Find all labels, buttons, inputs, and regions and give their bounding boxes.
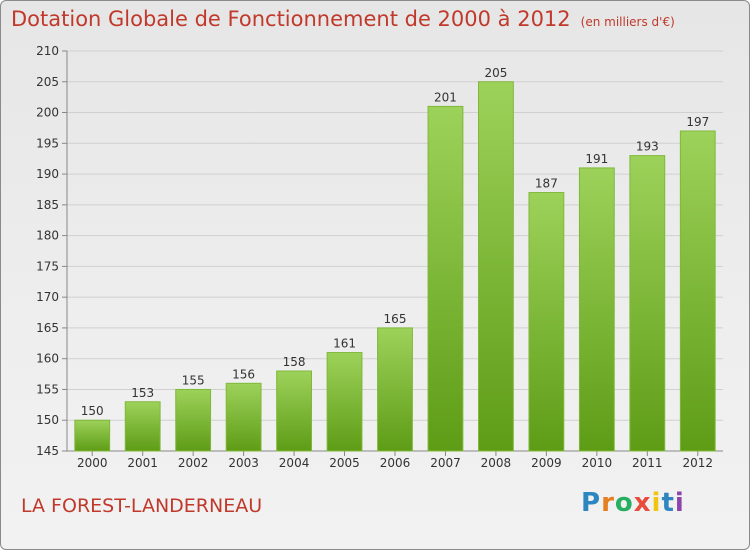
y-tick-label: 145 [36,444,59,458]
bar-2008 [478,81,514,452]
y-tick-label: 185 [36,198,59,212]
x-tick-label-2003: 2003 [228,456,259,470]
value-label-2008: 205 [484,66,507,80]
value-label-2003: 156 [232,367,255,381]
value-label-2000: 150 [81,404,104,418]
y-tick-label: 150 [36,413,59,427]
bar-2005 [326,352,363,452]
x-tick-label-2002: 2002 [178,456,209,470]
value-label-2007: 201 [434,90,457,104]
x-tick-label-2000: 2000 [77,456,108,470]
value-label-2009: 187 [535,177,558,191]
value-label-2005: 161 [333,337,356,351]
bars [74,81,716,452]
value-label-2006: 165 [384,312,407,326]
bar-2006 [377,327,413,452]
bar-2011 [629,155,666,452]
y-tick-label: 195 [36,136,59,150]
x-tick-label-2007: 2007 [430,456,461,470]
y-tick-label: 180 [36,229,59,243]
y-tick-label: 170 [36,290,59,304]
commune-name: LA FOREST-LANDERNEAU [21,495,263,517]
bar-2012 [679,130,716,452]
y-tick-label: 210 [36,44,59,58]
unit-label: (en milliers d'€) [580,15,675,29]
title-text: Dotation Globale de Fonctionnement de 20… [11,7,571,31]
bar-2000 [74,419,111,452]
x-tick-label-2011: 2011 [632,456,663,470]
x-tick-label-2012: 2012 [682,456,713,470]
value-label-2011: 193 [636,140,659,154]
chart-title: Dotation Globale de Fonctionnement de 20… [11,7,675,31]
x-tick-label-2004: 2004 [279,456,310,470]
x-tick-label-2001: 2001 [127,456,158,470]
y-tick-label: 190 [36,167,59,181]
x-tick-label-2008: 2008 [481,456,512,470]
x-tick-label-2010: 2010 [582,456,613,470]
proxiti-logo: Proxiti [581,488,685,518]
bar-2003 [225,382,262,452]
value-label-2012: 197 [686,115,709,129]
y-tick-label: 160 [36,352,59,366]
x-tick-label-2009: 2009 [531,456,562,470]
y-tick-label: 175 [36,259,59,273]
value-label-2004: 158 [283,355,306,369]
y-tick-label: 155 [36,382,59,396]
y-tick-label: 165 [36,321,59,335]
value-label-2002: 155 [182,373,205,387]
bar-2002 [175,388,212,452]
labels: 145 150 155 160 165 170 175 180 185 190 195 200 205 2… [36,44,713,470]
value-label-2010: 191 [585,152,608,166]
y-tick-label: 200 [36,106,59,120]
value-label-2001: 153 [131,386,154,400]
bar-2007 [427,105,464,452]
x-tick-label-2006: 2006 [380,456,411,470]
bar-2009 [528,192,565,452]
bar-2010 [578,167,615,452]
x-tick-label-2005: 2005 [329,456,360,470]
bar-2004 [276,370,312,452]
y-tick-label: 205 [36,75,59,89]
bar-2001 [124,401,161,452]
